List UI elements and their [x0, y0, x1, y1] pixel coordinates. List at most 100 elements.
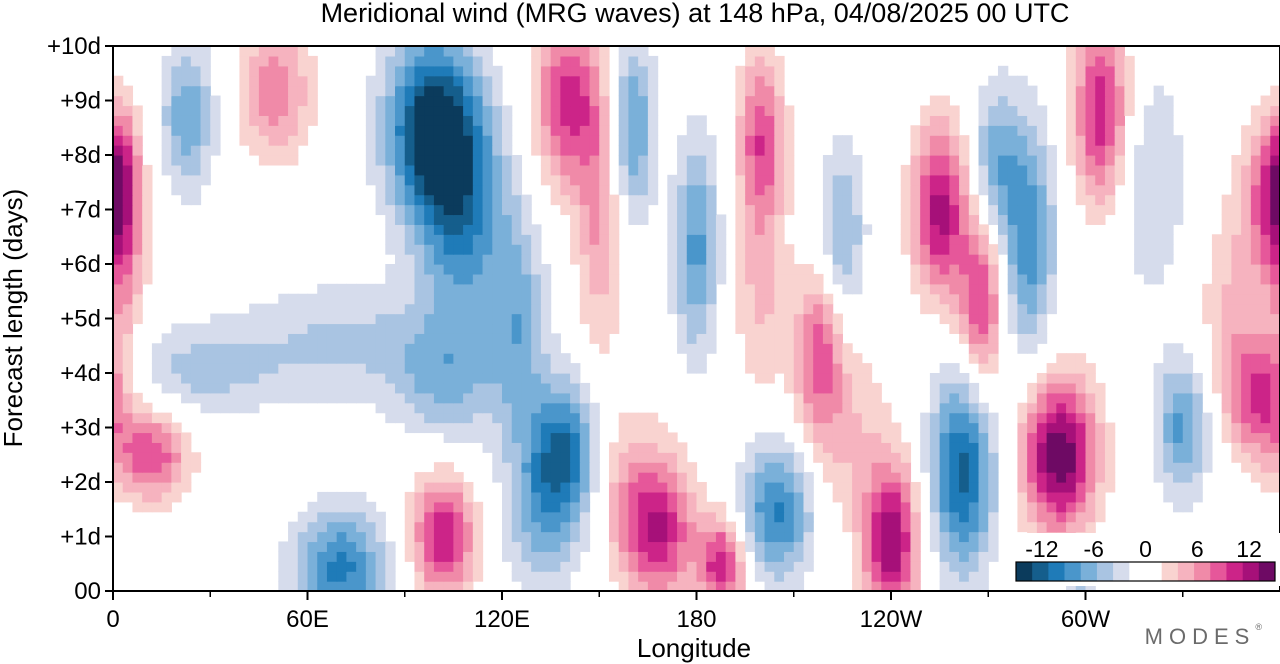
heatmap-cell [502, 531, 513, 543]
heatmap-cell [210, 125, 221, 136]
heatmap-cell [1202, 293, 1213, 305]
heatmap-cell [414, 174, 425, 186]
heatmap-cell [706, 333, 717, 344]
heatmap-cell [433, 174, 445, 186]
heatmap-cell [531, 581, 542, 591]
heatmap-cell [1250, 155, 1262, 166]
heatmap-cell [190, 145, 202, 156]
heatmap-cell [939, 145, 950, 156]
heatmap-cell [385, 303, 396, 315]
heatmap-cell [1134, 224, 1145, 235]
heatmap-cell [424, 174, 435, 186]
heatmap-cell [881, 482, 892, 493]
heatmap-cell [502, 293, 513, 305]
heatmap-cell [375, 204, 386, 216]
heatmap-cell [531, 264, 542, 275]
heatmap-cell [531, 125, 542, 136]
heatmap-cell [375, 531, 386, 543]
heatmap-cell [472, 293, 484, 305]
heatmap-cell [745, 46, 756, 57]
heatmap-cell [1241, 164, 1252, 176]
heatmap-cell [706, 204, 717, 216]
heatmap-cell [1017, 472, 1028, 483]
heatmap-cell [1085, 581, 1096, 591]
heatmap-cell [317, 531, 328, 543]
heatmap-cell [443, 184, 454, 196]
heatmap-cell [404, 422, 416, 434]
heatmap-cell [190, 75, 202, 87]
heatmap-cell [774, 95, 785, 107]
heatmap-cell [511, 571, 523, 582]
heatmap-cell [502, 422, 513, 434]
heatmap-cell [395, 204, 406, 216]
heatmap-cell [842, 491, 853, 503]
y-tick-label: +2d [60, 469, 101, 496]
heatmap-cell [258, 363, 270, 374]
heatmap-cell [832, 363, 843, 374]
heatmap-cell [813, 422, 824, 434]
heatmap-cell [531, 46, 542, 57]
heatmap-cell [638, 75, 649, 87]
heatmap-cell [239, 65, 250, 77]
heatmap-cell [667, 571, 678, 582]
colorbar-swatch [1032, 562, 1049, 581]
heatmap-cell [939, 264, 950, 275]
heatmap-cell [1231, 373, 1242, 384]
colorbar-swatch [1080, 562, 1098, 581]
heatmap-cell [1114, 75, 1125, 87]
heatmap-cell [414, 164, 425, 176]
heatmap-cell [686, 551, 698, 562]
heatmap-cell [677, 293, 688, 305]
heatmap-cell [142, 462, 153, 473]
heatmap-cell [900, 551, 912, 562]
heatmap-cell [511, 283, 523, 295]
heatmap-cell [385, 392, 396, 404]
heatmap-cell [375, 85, 386, 97]
heatmap-cell [1173, 392, 1184, 404]
heatmap-cell [385, 164, 396, 176]
heatmap-cell [1143, 254, 1155, 265]
heatmap-cell [929, 164, 941, 176]
heatmap-cell [502, 283, 513, 295]
heatmap-cell [920, 273, 931, 285]
heatmap-cell [132, 402, 143, 414]
heatmap-cell [1241, 373, 1252, 384]
heatmap-cell [521, 214, 532, 225]
heatmap-cell [492, 125, 503, 136]
heatmap-cell [395, 224, 406, 235]
heatmap-cell [161, 501, 172, 513]
heatmap-cell [181, 145, 192, 156]
heatmap-cell [822, 432, 834, 443]
heatmap-cell [1270, 204, 1280, 216]
heatmap-cell [628, 46, 639, 57]
heatmap-cell [900, 491, 912, 503]
heatmap-cell [949, 382, 960, 394]
heatmap-cell [745, 521, 756, 533]
heatmap-cell [677, 323, 688, 334]
heatmap-cell [822, 323, 834, 334]
heatmap-cell [1036, 244, 1048, 255]
heatmap-cell [1066, 521, 1077, 533]
heatmap-cell [891, 452, 902, 463]
heatmap-cell [988, 125, 999, 136]
heatmap-cell [677, 145, 688, 156]
heatmap-cell [871, 472, 882, 483]
heatmap-cell [949, 254, 960, 265]
heatmap-cell [959, 214, 970, 225]
heatmap-cell [988, 491, 999, 503]
heatmap-cell [288, 46, 299, 57]
heatmap-cell [764, 531, 775, 543]
heatmap-cell [375, 363, 386, 374]
heatmap-cell [521, 273, 532, 285]
heatmap-cell [288, 135, 299, 146]
heatmap-cell [784, 313, 795, 325]
heatmap-cell [540, 442, 552, 453]
heatmap-cell [404, 511, 416, 523]
heatmap-cell [579, 135, 591, 146]
heatmap-cell [570, 482, 581, 493]
heatmap-cell [1163, 363, 1174, 374]
colorbar: -12 -6 0 6 12 [1008, 533, 1280, 586]
heatmap-cell [365, 333, 377, 344]
heatmap-cell [1270, 422, 1280, 434]
heatmap-cell [1085, 145, 1096, 156]
